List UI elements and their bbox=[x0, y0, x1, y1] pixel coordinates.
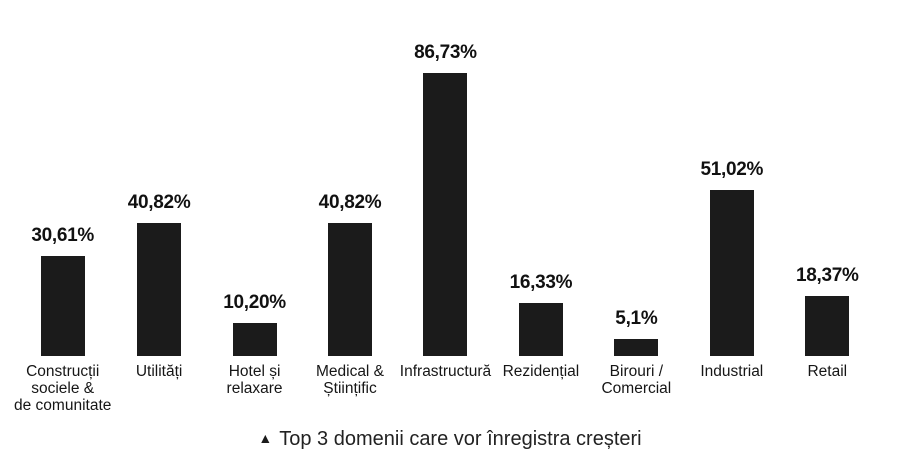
category-label: Utilități bbox=[135, 363, 183, 380]
bar bbox=[328, 223, 372, 356]
bar-value-label: 51,02% bbox=[700, 159, 764, 180]
chart-caption: ▲ Top 3 domenii care vor înregistra creșt… bbox=[0, 428, 900, 451]
chart-column: 51,02% Industrial bbox=[684, 18, 779, 414]
category-label: Rezidențial bbox=[502, 363, 580, 380]
chart-column: 16,33% Rezidențial bbox=[493, 18, 588, 414]
bar-value-label: 10,20% bbox=[223, 292, 286, 313]
triangle-up-icon: ▲ bbox=[258, 430, 273, 446]
chart-column: 10,20% Hotel și relaxare bbox=[207, 18, 302, 414]
bar-value-label: 5,1% bbox=[615, 308, 658, 329]
chart-column: 86,73% Infrastructură bbox=[398, 18, 493, 414]
category-label: Industrial bbox=[700, 363, 764, 380]
bar bbox=[137, 223, 182, 356]
category-label: Hotel și relaxare bbox=[226, 363, 283, 397]
chart-caption-text: Top 3 domenii care vor înregistra crește… bbox=[279, 428, 642, 450]
bar bbox=[614, 339, 659, 356]
bar-value-label: 18,37% bbox=[795, 265, 859, 286]
category-label: Medical & Științific bbox=[315, 363, 385, 397]
bar-value-label: 16,33% bbox=[509, 272, 573, 293]
chart-column: 5,1% Birouri / Comercial bbox=[589, 18, 684, 414]
chart-column: 40,82% Medical & Științific bbox=[302, 18, 397, 414]
bar-value-label: 30,61% bbox=[31, 225, 95, 246]
bar-value-label: 40,82% bbox=[127, 192, 191, 213]
category-label: Birouri / Comercial bbox=[601, 363, 672, 397]
bar bbox=[40, 256, 85, 356]
chart-column: 18,37% Retail bbox=[780, 18, 875, 414]
category-label: Construcții sociele & de comunitate bbox=[14, 363, 112, 414]
category-label: Infrastructură bbox=[399, 363, 492, 380]
bar bbox=[423, 73, 468, 356]
bar bbox=[709, 190, 754, 356]
category-label: Retail bbox=[807, 363, 848, 380]
bar-value-label: 86,73% bbox=[414, 42, 477, 63]
bar bbox=[805, 296, 850, 356]
chart-column: 30,61% Construcții sociele & de comunitate bbox=[14, 18, 111, 414]
bar bbox=[518, 303, 563, 356]
chart-plot-area: 30,61% Construcții sociele & de comunitate… bbox=[14, 18, 875, 414]
chart-column: 40,82% Utilități bbox=[111, 18, 206, 414]
bar-value-label: 40,82% bbox=[318, 192, 382, 213]
bar bbox=[232, 323, 277, 356]
